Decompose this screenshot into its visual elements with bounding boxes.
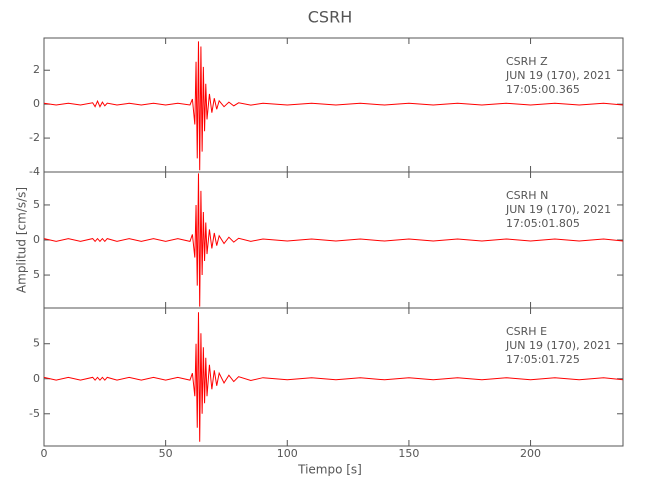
- x-tick-label: 50: [159, 447, 173, 460]
- annotation: JUN 19 (170), 2021: [505, 203, 611, 216]
- x-tick-label: 150: [398, 447, 419, 460]
- x-tick-label: 0: [41, 447, 48, 460]
- x-axis-label: Tiempo [s]: [297, 463, 362, 477]
- y-tick-label: 5: [33, 337, 40, 350]
- annotation: 17:05:01.805: [506, 217, 580, 230]
- y-tick-label: -2: [29, 131, 40, 144]
- waveform: [43, 41, 624, 171]
- y-tick-label: 2: [33, 63, 40, 76]
- y-tick-label: 0: [33, 97, 40, 110]
- annotation: 17:05:01.725: [506, 353, 580, 366]
- annotation: CSRH Z: [506, 55, 548, 68]
- chart-title: CSRH: [308, 8, 352, 27]
- annotation: CSRH N: [506, 189, 548, 202]
- x-tick-label: 100: [277, 447, 298, 460]
- y-tick-label: -5: [29, 407, 40, 420]
- y-axis-label: Amplitud [cm/s/s]: [15, 187, 29, 293]
- y-tick-label: -4: [29, 165, 40, 178]
- annotation: JUN 19 (170), 2021: [505, 339, 611, 352]
- annotation: CSRH E: [506, 325, 547, 338]
- y-tick-label: 5: [33, 268, 40, 281]
- y-tick-label: 5: [33, 198, 40, 211]
- waveform: [43, 312, 624, 442]
- waveform: [43, 173, 624, 307]
- y-tick-label: 0: [33, 233, 40, 246]
- annotation: 17:05:00.365: [506, 83, 580, 96]
- annotation: JUN 19 (170), 2021: [505, 69, 611, 82]
- panel-frame: [43, 307, 624, 447]
- x-tick-label: 200: [520, 447, 541, 460]
- y-tick-label: 0: [33, 372, 40, 385]
